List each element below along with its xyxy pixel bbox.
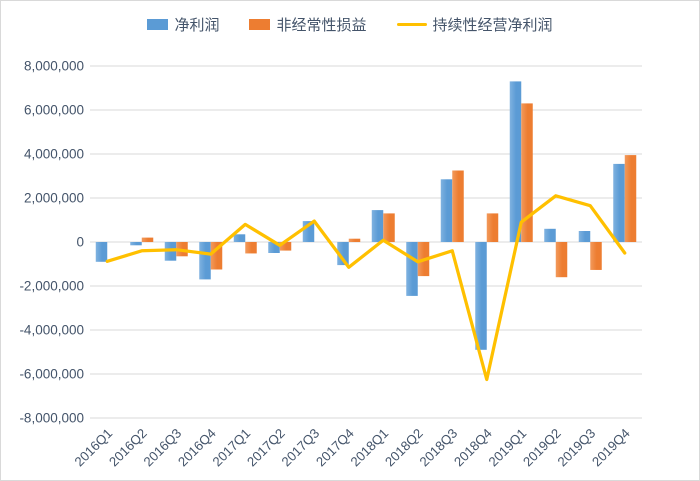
bar-2016Q2 — [141, 237, 154, 242]
bar-2019Q2 — [544, 228, 556, 242]
bar-2016Q4 — [210, 242, 223, 270]
y-tick-label: 2,000,000 — [24, 191, 84, 206]
y-tick-label: 8,000,000 — [24, 59, 84, 74]
bar-2017Q4 — [337, 242, 349, 266]
bar-2019Q1 — [509, 81, 522, 243]
legend-item-continuing-ops: 持续性经营净利润 — [396, 14, 553, 35]
bar-2019Q1 — [521, 103, 533, 243]
continuing-ops-line-swatch-icon — [396, 22, 427, 27]
y-tick-label: 6,000,000 — [24, 103, 84, 118]
bar-2019Q4 — [624, 155, 637, 242]
legend-item-net-profit: 净利润 — [147, 14, 219, 35]
chart-legend: 净利润 非经常性损益 持续性经营净利润 — [1, 14, 699, 35]
bar-2019Q4 — [613, 163, 625, 242]
bar-2018Q1 — [383, 213, 395, 242]
legend-item-non-recurring: 非经常性损益 — [249, 14, 367, 35]
line-continuing-ops — [105, 194, 627, 382]
y-tick-label: 4,000,000 — [24, 147, 84, 162]
bar-2017Q1 — [233, 234, 246, 242]
bar-2017Q4 — [348, 238, 361, 242]
bar-2018Q3 — [452, 170, 464, 242]
legend-label-non-recurring: 非经常性损益 — [276, 17, 367, 34]
y-tick-label: -8,000,000 — [19, 411, 84, 426]
y-tick-label: -4,000,000 — [19, 323, 84, 338]
bar-2018Q1 — [371, 210, 384, 242]
bar-2017Q2 — [268, 242, 280, 253]
bar-2019Q2 — [555, 242, 568, 278]
y-tick-label: -2,000,000 — [19, 279, 84, 294]
bar-2019Q3 — [578, 231, 591, 242]
y-tick-labels: 8,000,000 6,000,000 4,000,000 2,000,000 0 -2,… — [19, 59, 84, 426]
legend-label-net-profit: 净利润 — [174, 17, 220, 34]
legend-label-continuing-ops: 持续性经营净利润 — [432, 17, 553, 34]
bar-2018Q4 — [486, 213, 499, 242]
bar-2016Q4 — [199, 242, 211, 280]
net-profit-swatch-icon — [147, 19, 169, 30]
bar-2018Q2 — [406, 242, 418, 296]
bar-2019Q3 — [590, 242, 602, 270]
bar-2017Q1 — [245, 242, 257, 254]
bar-2017Q2 — [279, 242, 292, 251]
bar-2018Q3 — [440, 179, 453, 242]
bar-2016Q1 — [95, 242, 108, 262]
y-tick-label: 0 — [76, 235, 84, 250]
non-recurring-swatch-icon — [249, 19, 271, 30]
bar-2016Q2 — [130, 242, 142, 246]
x-tick-label: 2019Q4 — [589, 426, 633, 470]
bars-net-profit — [95, 81, 625, 350]
y-tick-label: -6,000,000 — [19, 367, 84, 382]
bar-2018Q4 — [475, 242, 487, 350]
x-tick-labels: 2016Q12016Q22016Q32016Q42017Q12017Q22017… — [72, 426, 633, 470]
bar-2017Q3 — [302, 221, 315, 242]
